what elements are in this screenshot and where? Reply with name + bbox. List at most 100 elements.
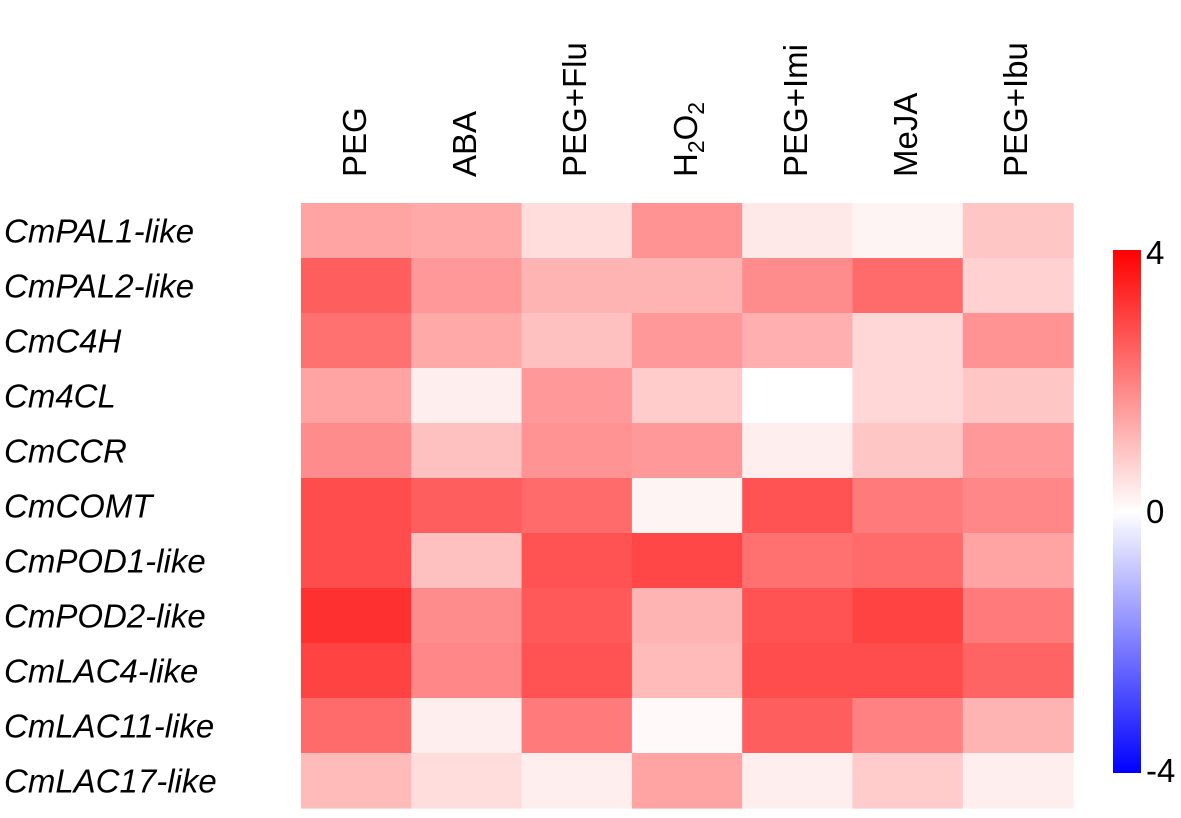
heatmap-cell-r7-c1 — [411, 588, 523, 644]
heatmap-cell-r9-c4 — [742, 698, 854, 754]
heatmap-cell-r9-c5 — [852, 698, 964, 754]
heatmap-cell-r8-c1 — [411, 643, 523, 699]
row-label-cmc4h: CmC4H — [4, 323, 122, 360]
heatmap-cell-r7-c5 — [852, 588, 964, 644]
heatmap-cell-r2-c6 — [962, 313, 1074, 369]
heatmap-cell-r3-c4 — [742, 368, 854, 424]
heatmap-cell-r8-c0 — [301, 643, 412, 699]
heatmap-cell-r6-c4 — [742, 533, 854, 589]
heatmap-cell-r2-c1 — [411, 313, 523, 369]
column-labels: PEG ABA PEG+Flu H2O2 PEG+Imi MeJA PEG+Ib… — [336, 42, 1034, 177]
heatmap-cell-r6-c5 — [852, 533, 964, 589]
heatmap-cell-r5-c6 — [962, 478, 1074, 534]
heatmap-cell-r1-c4 — [742, 258, 854, 314]
heatmap-cell-r0-c4 — [742, 203, 854, 259]
colorbar-tick-mid: 0 — [1146, 493, 1164, 530]
heatmap-cell-r10-c6 — [962, 753, 1074, 809]
heatmap-cell-r5-c2 — [521, 478, 633, 534]
heatmap-cell-r7-c4 — [742, 588, 854, 644]
column-label-aba: ABA — [446, 111, 483, 177]
colorbar: 4 0 -4 — [1113, 234, 1175, 789]
heatmap-cell-r3-c2 — [521, 368, 633, 424]
heatmap-cell-r2-c5 — [852, 313, 964, 369]
column-label-h2o2: H2O2 — [667, 102, 709, 177]
heatmap-cell-r1-c1 — [411, 258, 523, 314]
heatmap-cell-r1-c6 — [962, 258, 1074, 314]
heatmap-cell-r3-c1 — [411, 368, 523, 424]
heatmap-cell-r0-c5 — [852, 203, 964, 259]
heatmap-cell-r8-c3 — [631, 643, 743, 699]
heatmap-cell-r0-c6 — [962, 203, 1074, 259]
heatmap-cell-r5-c3 — [631, 478, 743, 534]
column-label-peg-flu: PEG+Flu — [556, 42, 593, 177]
heatmap-cell-r5-c1 — [411, 478, 523, 534]
heatmap-cell-r8-c6 — [962, 643, 1074, 699]
heatmap-cell-r6-c6 — [962, 533, 1074, 589]
row-labels: CmPAL1-like CmPAL2-like CmC4H Cm4CL CmCCR CmC… — [4, 213, 217, 800]
heatmap-cell-r9-c2 — [521, 698, 633, 754]
heatmap-cell-r10-c2 — [521, 753, 633, 809]
row-label-cmlac4-like: CmLAC4-like — [4, 653, 198, 690]
heatmap-cell-r4-c5 — [852, 423, 964, 479]
heatmap-cell-r1-c2 — [521, 258, 633, 314]
column-label-meja: MeJA — [887, 93, 924, 177]
row-label-cmpal2-like: CmPAL2-like — [4, 268, 194, 305]
heatmap-cell-r1-c5 — [852, 258, 964, 314]
heatmap-cell-r2-c0 — [301, 313, 412, 369]
row-label-cmpal1-like: CmPAL1-like — [4, 213, 194, 250]
heatmap-cell-r5-c0 — [301, 478, 412, 534]
row-label-cmccr: CmCCR — [4, 433, 127, 470]
heatmap-cell-r0-c0 — [301, 203, 412, 259]
heatmap-cell-r4-c0 — [301, 423, 412, 479]
colorbar-gradient — [1113, 250, 1141, 773]
heatmap-cell-r4-c3 — [631, 423, 743, 479]
row-label-cmlac11-like: CmLAC11-like — [4, 708, 214, 745]
heatmap-cell-r9-c6 — [962, 698, 1074, 754]
heatmap-cell-r9-c0 — [301, 698, 412, 754]
heatmap-cell-r5-c5 — [852, 478, 964, 534]
heatmap-cell-r6-c0 — [301, 533, 412, 589]
heatmap-cell-r2-c2 — [521, 313, 633, 369]
heatmap-cell-r8-c2 — [521, 643, 633, 699]
heatmap-cell-r4-c1 — [411, 423, 523, 479]
heatmap-cell-r3-c5 — [852, 368, 964, 424]
colorbar-tick-max: 4 — [1146, 234, 1164, 271]
heatmap-cell-r1-c0 — [301, 258, 412, 314]
heatmap-cell-r8-c4 — [742, 643, 854, 699]
heatmap-cell-r0-c1 — [411, 203, 523, 259]
heatmap-cell-r3-c6 — [962, 368, 1074, 424]
heatmap-cell-r6-c3 — [631, 533, 743, 589]
heatmap-cell-r8-c5 — [852, 643, 964, 699]
colorbar-tick-min: -4 — [1146, 752, 1175, 789]
heatmap-cells — [301, 203, 1074, 809]
column-label-peg-imi: PEG+Imi — [777, 44, 814, 177]
row-label-cmlac17-like: CmLAC17-like — [4, 763, 217, 800]
heatmap-cell-r3-c0 — [301, 368, 412, 424]
heatmap-cell-r0-c2 — [521, 203, 633, 259]
heatmap-cell-r6-c2 — [521, 533, 633, 589]
heatmap-cell-r2-c3 — [631, 313, 743, 369]
heatmap-cell-r0-c3 — [631, 203, 743, 259]
heatmap-cell-r4-c4 — [742, 423, 854, 479]
heatmap-cell-r2-c4 — [742, 313, 854, 369]
heatmap-cell-r3-c3 — [631, 368, 743, 424]
heatmap-cell-r9-c3 — [631, 698, 743, 754]
row-label-cmpod1-like: CmPOD1-like — [4, 543, 206, 580]
column-label-peg: PEG — [336, 107, 373, 177]
heatmap-cell-r10-c3 — [631, 753, 743, 809]
heatmap-cell-r10-c5 — [852, 753, 964, 809]
heatmap-cell-r10-c1 — [411, 753, 523, 809]
heatmap-cell-r7-c2 — [521, 588, 633, 644]
heatmap-cell-r7-c3 — [631, 588, 743, 644]
heatmap-cell-r4-c2 — [521, 423, 633, 479]
row-label-cmcomt: CmCOMT — [4, 488, 155, 525]
heatmap-cell-r7-c0 — [301, 588, 412, 644]
heatmap-cell-r1-c3 — [631, 258, 743, 314]
heatmap-cell-r4-c6 — [962, 423, 1074, 479]
heatmap-cell-r7-c6 — [962, 588, 1074, 644]
heatmap-cell-r9-c1 — [411, 698, 523, 754]
heatmap-cell-r10-c0 — [301, 753, 412, 809]
heatmap-cell-r5-c4 — [742, 478, 854, 534]
